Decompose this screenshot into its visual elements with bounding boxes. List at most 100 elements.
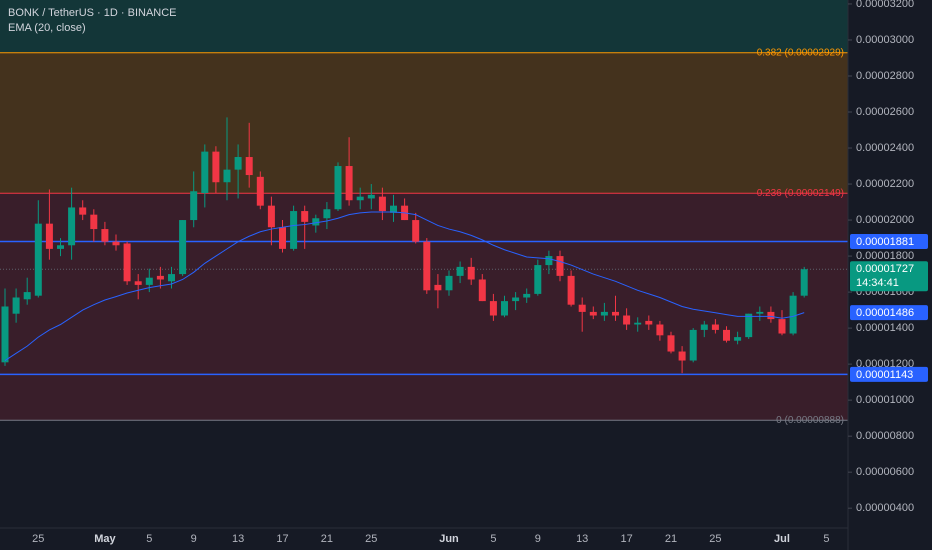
candle-body (345, 166, 353, 201)
x-tick-label: 5 (490, 533, 496, 545)
candle-body (767, 311, 775, 320)
candle-body (689, 329, 697, 361)
candle-body (23, 292, 31, 300)
candle-body (190, 191, 198, 221)
candle-body (301, 211, 309, 222)
x-tick-label: 25 (709, 533, 721, 545)
candle-body (645, 320, 653, 325)
fib-label: 0 (0.00000888) (776, 415, 844, 426)
level-tag: 0.00001143 (856, 369, 913, 381)
fib-zone (0, 193, 848, 421)
candle-body (267, 205, 275, 228)
candle-body (478, 279, 486, 302)
x-tick-label: 21 (321, 533, 333, 545)
candle-body (334, 166, 342, 210)
candle-body (756, 311, 764, 314)
level-tag: 0.00001881 (856, 236, 914, 248)
last-price-tag-bg (850, 261, 928, 292)
candle-body (800, 269, 808, 296)
candle-body (556, 256, 564, 276)
candle-body (589, 311, 597, 316)
x-tick-label: 25 (365, 533, 377, 545)
candle-body (789, 295, 797, 334)
last-price-tag: 0.00001727 (856, 263, 914, 275)
candle-body (179, 220, 187, 275)
candle-body (434, 284, 442, 291)
y-tick-label: 0.00000600 (856, 466, 914, 478)
level-tag-bg (850, 366, 928, 382)
candle-body (145, 277, 153, 285)
x-tick-label: 21 (665, 533, 677, 545)
x-tick-label: May (94, 533, 116, 545)
time-axis (0, 528, 848, 550)
x-tick-label: Jul (774, 533, 790, 545)
candle-body (34, 223, 42, 296)
x-tick-label: 5 (146, 533, 152, 545)
fib-zone (0, 52, 848, 194)
fib-label: 0.236 (0.00002149) (757, 188, 844, 199)
candle-body (212, 151, 220, 183)
candle-body (68, 207, 76, 246)
y-tick-label: 0.00002000 (856, 214, 914, 226)
x-tick-label: Jun (439, 533, 459, 545)
y-tick-label: 0.00003000 (856, 34, 914, 46)
candle-body (323, 209, 331, 219)
candle-body (390, 205, 397, 213)
candle-body (467, 266, 475, 280)
candle-body (112, 241, 120, 246)
candle-body (512, 297, 520, 302)
fib-label: 0.382 (0.00002929) (757, 47, 844, 58)
candle-body (456, 266, 464, 276)
ema-line (4, 211, 805, 361)
candle-body (778, 319, 786, 334)
indicator-name: EMA (20, close) (8, 22, 86, 34)
y-tick-label: 0.00001000 (856, 394, 914, 406)
candle-body (256, 176, 264, 206)
candle-body (234, 157, 242, 170)
y-tick-label: 0.00000400 (856, 502, 914, 514)
candle-body (245, 157, 253, 176)
candle-body (367, 194, 375, 199)
candle-body (101, 229, 109, 242)
candle-body (290, 211, 298, 249)
candle-body (378, 196, 386, 212)
candle-body (134, 281, 142, 285)
level-tag-bg (850, 233, 928, 249)
candle-body (634, 322, 642, 325)
y-tick-label: 0.00002600 (856, 106, 914, 118)
candle-body (623, 315, 631, 325)
candle-body (90, 214, 98, 230)
candle-body (279, 227, 286, 249)
x-tick-label: 13 (232, 533, 244, 545)
candle-body (678, 351, 686, 361)
x-tick-label: 17 (620, 533, 632, 545)
candle-body (356, 196, 364, 201)
countdown: 14:34:41 (856, 277, 899, 289)
candle-body (545, 256, 553, 266)
ema-tag: 0.00001486 (856, 307, 914, 319)
candle-body (168, 274, 175, 282)
candle-body (745, 313, 753, 338)
candle-body (734, 337, 742, 341)
fib-zone (0, 0, 848, 53)
x-tick-label: 5 (823, 533, 829, 545)
chart-title: BONK / TetherUS · 1D · BINANCE (8, 7, 177, 19)
x-tick-label: 13 (576, 533, 588, 545)
candle-body (201, 151, 209, 194)
candle-body (600, 311, 608, 316)
candle-body (123, 243, 131, 282)
candle-body (412, 220, 420, 242)
candle-body (79, 207, 87, 215)
y-tick-label: 0.00002200 (856, 178, 914, 190)
candle-body (156, 275, 164, 280)
ema-tag-bg (850, 305, 928, 321)
candle-body (567, 275, 575, 305)
candle-body (423, 241, 431, 291)
candle-body (656, 324, 664, 336)
candle-body (534, 265, 542, 294)
candle-body (578, 304, 586, 312)
y-tick-label: 0.00003200 (856, 0, 914, 10)
y-tick-label: 0.00001800 (856, 250, 914, 262)
